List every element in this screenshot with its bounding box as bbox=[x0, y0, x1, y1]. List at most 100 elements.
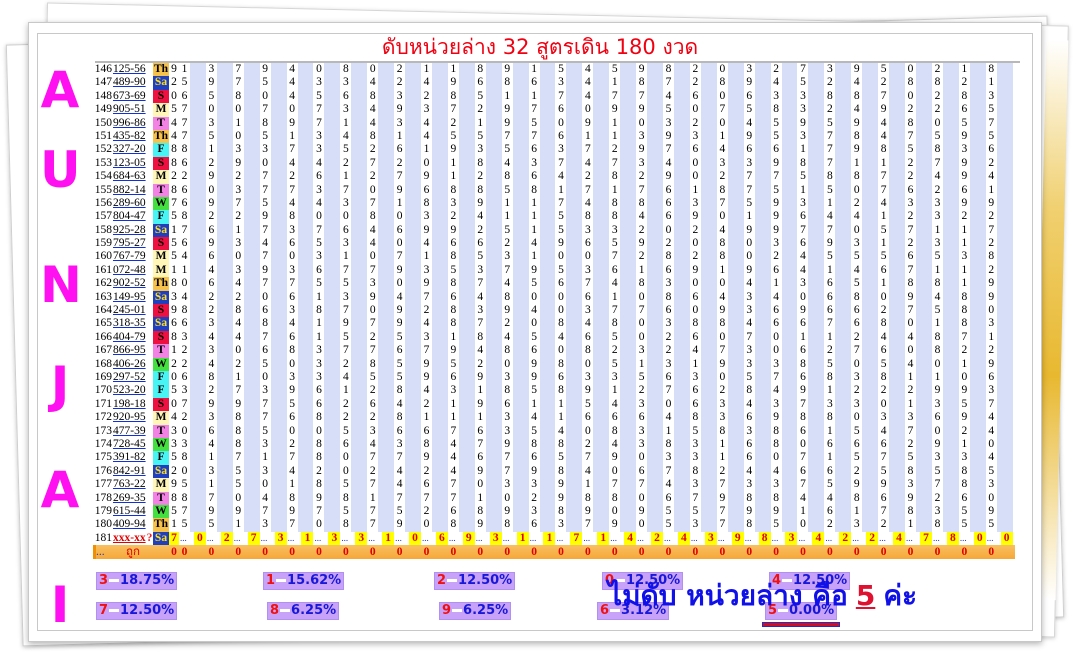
result-link[interactable]: 763-22 bbox=[113, 478, 146, 491]
digit-cell: 4 bbox=[716, 143, 744, 157]
digit-cell: 5 bbox=[474, 89, 502, 104]
digit-cell: 2 bbox=[851, 330, 879, 345]
result-link[interactable]: 925-28 bbox=[113, 223, 146, 236]
digit-cell: 9 bbox=[447, 143, 475, 157]
digit-cell: 5 bbox=[663, 103, 690, 117]
digit-cell: 3 bbox=[636, 344, 664, 358]
result-link[interactable]: 673-69 bbox=[113, 89, 146, 102]
result-link[interactable]: 615-44 bbox=[113, 504, 146, 517]
result-link[interactable]: 297-52 bbox=[113, 370, 146, 383]
result-link[interactable]: 198-18 bbox=[113, 397, 146, 410]
separator-dots: ... bbox=[610, 532, 617, 543]
result-link[interactable]: 866-95 bbox=[113, 344, 146, 357]
result-link[interactable]: 795-27 bbox=[113, 237, 146, 250]
result-link[interactable]: 905-51 bbox=[113, 103, 146, 116]
digit-cell: 4 bbox=[609, 397, 637, 412]
result-link[interactable]: 996-86 bbox=[113, 116, 146, 129]
result-link[interactable]: 767-79 bbox=[113, 250, 146, 263]
table-row: 159 795-27 S 5 6 9 3 4 6 5 3 4 0 4 6 6 2 4 9 6 5 9 2 0 8 0 3 6 9 3 1 2 3… bbox=[93, 237, 1015, 251]
digit-cell: ... 4 bbox=[878, 531, 906, 546]
digit-cell: 7 bbox=[609, 304, 637, 318]
result-link[interactable]: 289-60 bbox=[113, 196, 146, 209]
result-link[interactable]: 391-82 bbox=[113, 451, 146, 464]
digit-cell: 1 bbox=[501, 196, 529, 211]
digit-cell: 6 bbox=[851, 317, 879, 331]
digit-cell: 4 bbox=[609, 277, 637, 291]
digit-cell: 2 bbox=[905, 170, 932, 184]
result-link[interactable]: 072-48 bbox=[113, 263, 146, 276]
result-link[interactable]: 409-94 bbox=[113, 518, 146, 531]
result-link[interactable]: 523-20 bbox=[113, 384, 146, 397]
digit-cell: 1 bbox=[958, 277, 986, 291]
result-link[interactable]: 327-20 bbox=[113, 143, 146, 156]
digit-cell: 8 bbox=[367, 129, 395, 144]
day-badge: F bbox=[153, 451, 169, 465]
result-link[interactable]: 684-63 bbox=[113, 170, 146, 183]
digit-cell: 1 bbox=[501, 210, 529, 224]
result-link[interactable]: 123-05 bbox=[113, 156, 146, 169]
result-link[interactable]: 804-47 bbox=[113, 210, 146, 223]
digit-cell: 8 bbox=[555, 384, 583, 398]
digit-cell: 1 bbox=[797, 143, 825, 157]
digit-cell: 6 bbox=[905, 250, 932, 264]
digit-cell: 0 bbox=[528, 290, 556, 305]
result-link[interactable]: xxx-xx bbox=[113, 531, 146, 544]
row-number: 164 bbox=[94, 304, 112, 317]
stat-separator bbox=[615, 579, 626, 582]
result-link[interactable]: 406-26 bbox=[113, 357, 146, 370]
digit-cell: 3 bbox=[501, 424, 529, 438]
result-link[interactable]: 404-79 bbox=[113, 330, 146, 343]
digit-cell: 6 bbox=[528, 170, 556, 184]
brand-letter: A bbox=[40, 461, 80, 519]
digit-cell: 6 bbox=[958, 103, 986, 117]
digit-cell: 7 bbox=[447, 103, 475, 117]
digit-cell: 2 bbox=[958, 210, 986, 224]
digit-cell: 0 bbox=[394, 277, 422, 291]
digit-cell: 6 bbox=[340, 223, 368, 238]
digit-cell: 5 bbox=[259, 424, 287, 438]
result-link[interactable]: 477-39 bbox=[113, 424, 146, 437]
result-link[interactable]: 728-45 bbox=[113, 437, 146, 450]
result-link[interactable]: 902-52 bbox=[113, 277, 146, 290]
digit-cell: 9 bbox=[421, 451, 448, 465]
result-link[interactable]: 149-95 bbox=[113, 290, 146, 303]
result-link[interactable]: 920-95 bbox=[113, 411, 146, 424]
digit-cell: 1 bbox=[797, 504, 825, 519]
digit-cell: 9 bbox=[528, 357, 556, 371]
digit-cell: 7 bbox=[179, 397, 206, 412]
hit-cell: 0 bbox=[369, 546, 376, 559]
digit-cell: 2 bbox=[232, 290, 260, 305]
day-badge: T bbox=[153, 116, 169, 130]
result-link[interactable]: 882-14 bbox=[113, 183, 146, 196]
digit-cell: 5 bbox=[474, 129, 502, 144]
digit-cell: 4 bbox=[663, 411, 690, 425]
digit-cell: 1 bbox=[555, 183, 583, 197]
digit-cell: 7 bbox=[743, 183, 771, 197]
result-link[interactable]: 435-82 bbox=[113, 129, 146, 142]
digit-cell: 2 bbox=[179, 357, 206, 371]
day-badge: W bbox=[153, 196, 169, 211]
result-link[interactable]: 842-91 bbox=[113, 464, 146, 477]
digit-cell: 7 bbox=[232, 384, 260, 398]
day-badge: F bbox=[153, 143, 169, 157]
table-row: 177 763-22 M 9 5 1 5 0 1 8 5 7 4 6 7 0 3 3 9 1 7 7 4 3 7 3 3 7 5 9 9 3 7… bbox=[93, 478, 1015, 492]
digit-cell: 3 bbox=[851, 370, 879, 385]
digit-cell: 9 bbox=[528, 263, 556, 278]
digit-cell: 5 bbox=[232, 464, 260, 479]
digit-cell: 2 bbox=[636, 384, 664, 398]
result-link[interactable]: 125-56 bbox=[113, 63, 146, 75]
digit-cell: 5 bbox=[689, 424, 717, 438]
result-link[interactable]: 489-90 bbox=[113, 76, 146, 89]
row-number: 179 bbox=[94, 504, 112, 517]
digit-cell: 2 bbox=[958, 424, 986, 438]
digit-cell: 4 bbox=[797, 491, 825, 505]
digit-cell: 2 bbox=[663, 330, 690, 345]
result-link[interactable]: 245-01 bbox=[113, 304, 146, 317]
separator-dots: ... bbox=[368, 532, 375, 543]
result-link[interactable]: 318-35 bbox=[113, 317, 146, 330]
digit-cell: 0 bbox=[716, 116, 744, 130]
result-link[interactable]: 269-35 bbox=[113, 491, 146, 504]
digit-cell: 6 bbox=[286, 237, 314, 251]
row-number: 163 bbox=[94, 290, 112, 303]
stat-pill: 3 18.75% bbox=[96, 572, 178, 590]
